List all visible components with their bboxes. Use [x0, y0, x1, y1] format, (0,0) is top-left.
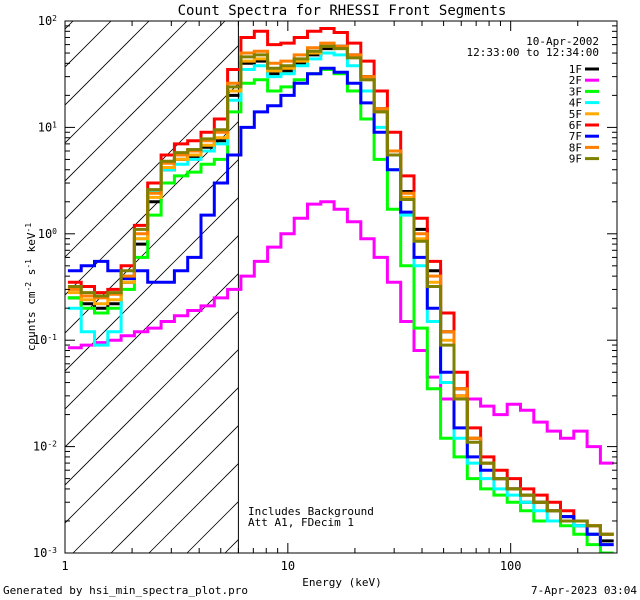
series-line-3F	[67, 68, 614, 553]
series-line-2F	[67, 200, 614, 465]
series-line-5F	[67, 44, 614, 536]
x-axis-label: Energy (keV)	[302, 576, 381, 589]
series-line-9F	[67, 44, 614, 536]
series-line-8F	[67, 41, 614, 536]
footer-generated-by: Generated by hsi_min_spectra_plot.pro	[3, 584, 248, 597]
y-tick-label: 102	[38, 14, 57, 29]
hatch-line	[65, 235, 239, 410]
date-label: 10-Apr-2002	[526, 35, 599, 48]
legend-label-5F: 5F	[569, 108, 582, 121]
hatch-line	[72, 387, 239, 553]
y-axis-label-exp: -1	[24, 259, 33, 269]
hatch-lines	[0, 0, 640, 553]
hatch-line	[65, 21, 74, 30]
y-tick-label: 101	[38, 120, 57, 135]
legend-label-9F: 9F	[569, 153, 582, 166]
x-tick-label: 10	[281, 559, 295, 573]
y-axis-label-part: counts cm	[25, 291, 38, 351]
hatch-line	[65, 311, 239, 486]
series-line-7F	[67, 66, 614, 547]
hatch-line	[110, 425, 239, 553]
hatch-line	[65, 45, 239, 220]
legend-label-6F: 6F	[569, 119, 582, 132]
hatch-line	[65, 197, 239, 372]
legend-label-2F: 2F	[569, 74, 582, 87]
hatch-line	[65, 21, 226, 182]
y-axis-label-exp: -2	[24, 282, 33, 292]
y-axis-label-part: s	[25, 269, 38, 282]
hatch-line	[0, 0, 25, 553]
legend-label-3F: 3F	[569, 85, 582, 98]
hatch-line	[65, 21, 150, 106]
y-axis-label-exp: -1	[24, 223, 33, 233]
legend-label-8F: 8F	[569, 141, 582, 154]
hatch-line	[65, 121, 239, 296]
time-range-label: 12:33:00 to 12:34:00	[467, 46, 599, 59]
y-tick-label: 10-1	[33, 333, 57, 348]
annotation-background: Includes Background	[248, 505, 374, 518]
legend-label-4F: 4F	[569, 97, 582, 110]
legend-label-1F: 1F	[569, 63, 582, 76]
y-tick-label: 10-2	[33, 439, 57, 454]
annotation-attenuator: Att A1, FDecim 1	[248, 516, 354, 529]
series-line-1F	[67, 44, 614, 543]
hatched-region	[0, 0, 640, 553]
chart-title: Count Spectra for RHESSI Front Segments	[178, 3, 507, 19]
series-line-4F	[67, 51, 614, 547]
x-tick-label: 100	[500, 559, 522, 573]
series-group	[67, 27, 614, 553]
plot-frame	[64, 20, 618, 554]
hatch-line	[65, 159, 239, 334]
hatch-line	[263, 0, 640, 553]
y-axis-label-part: keV	[25, 232, 38, 259]
axes: 1 10 100 10-3 10-2 10-1 100 101 102	[33, 14, 618, 573]
hatch-line	[148, 463, 239, 553]
footer-timestamp: 7-Apr-2023 03:04	[531, 584, 637, 597]
hatch-line	[65, 349, 239, 524]
hatch-line	[65, 83, 239, 258]
legend-label-7F: 7F	[569, 130, 582, 143]
x-tick-label: 1	[61, 559, 68, 573]
y-tick-label: 100	[38, 226, 57, 241]
hatch-line	[65, 21, 188, 144]
y-axis-label: counts cm-2 s-1 keV-1	[24, 223, 39, 351]
y-tick-label: 10-3	[33, 546, 57, 561]
